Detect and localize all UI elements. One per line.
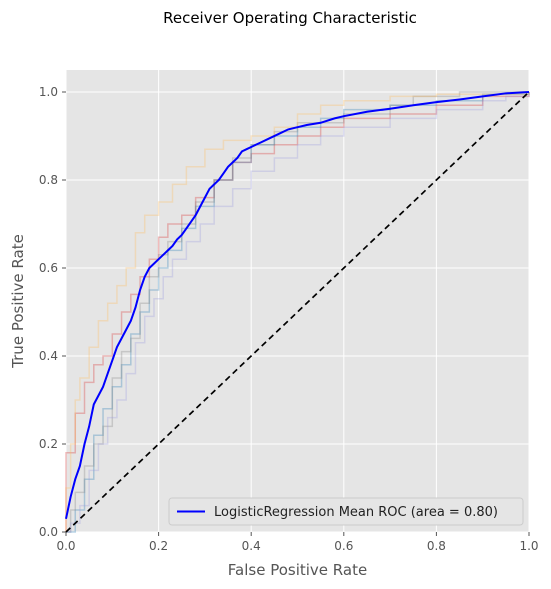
y-axis-label: True Positive Rate <box>9 234 27 369</box>
chart-title: Receiver Operating Characteristic <box>163 9 417 27</box>
x-tick-label-2: 0.4 <box>242 539 261 553</box>
y-tick-label-1: 0.2 <box>39 437 58 451</box>
fold-roc-curve-5 <box>66 92 530 533</box>
fold-roc-curve-2 <box>66 92 530 533</box>
chance-diagonal-line <box>65 91 530 533</box>
legend-entry-mean-roc: LogisticRegression Mean ROC (area = 0.80… <box>214 505 498 520</box>
y-tick-label-4: 0.8 <box>39 173 58 187</box>
y-tick-label-3: 0.6 <box>39 261 58 275</box>
plot-background <box>66 70 529 532</box>
x-tick-label-1: 0.2 <box>149 539 168 553</box>
chance-diagonal <box>65 91 530 533</box>
fold-roc-curves <box>65 91 530 533</box>
x-tick-label-0: 0.0 <box>56 539 75 553</box>
legend: LogisticRegression Mean ROC (area = 0.80… <box>168 497 524 526</box>
mean-roc-line <box>65 91 530 520</box>
fold-roc-curve-1 <box>65 92 530 532</box>
y-tick-label-5: 1.0 <box>39 85 58 99</box>
x-axis-label: False Positive Rate <box>228 561 367 579</box>
y-tick-label-2: 0.4 <box>39 349 58 363</box>
y-tick-label-0: 0.0 <box>39 525 58 539</box>
x-tick-label-3: 0.6 <box>334 539 353 553</box>
legend-box <box>168 497 524 526</box>
fold-roc-curve-3 <box>66 91 529 533</box>
mean-roc-curve <box>65 91 530 520</box>
x-tick-label-5: 1.0 <box>519 539 538 553</box>
fold-roc-curve-4 <box>65 92 530 532</box>
tick-labels: 0.0 0.2 0.4 0.6 0.8 1.0 0.0 0.2 0.4 0.6 0.8 1.0 <box>39 85 539 553</box>
x-tick-label-4: 0.8 <box>427 539 446 553</box>
